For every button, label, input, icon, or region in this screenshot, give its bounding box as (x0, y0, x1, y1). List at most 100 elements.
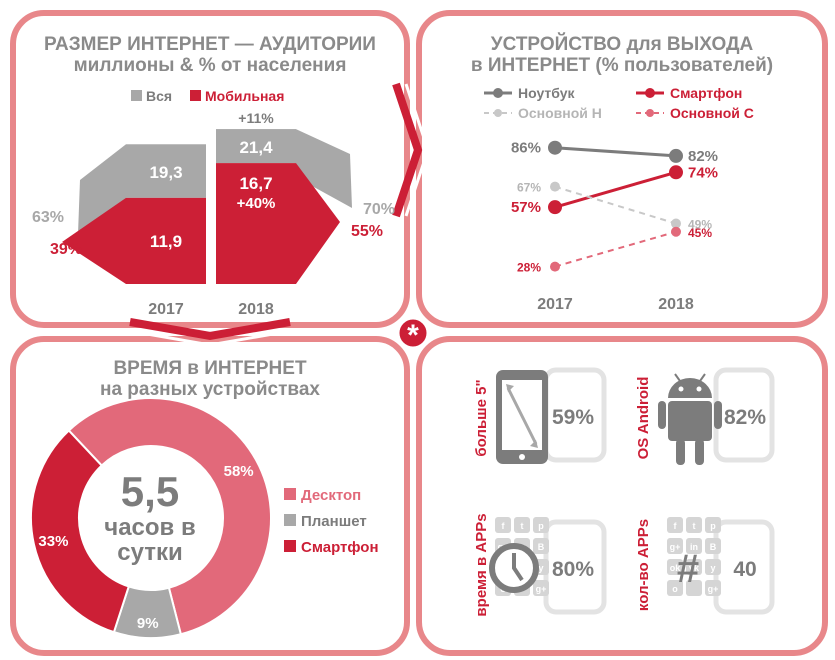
legend-swatch (284, 514, 296, 526)
donut-slice-0 (67, 397, 272, 636)
point-label: 82% (688, 148, 718, 165)
app-icon-glyph: t (693, 521, 696, 531)
bar-mobile-label: 16,7 (239, 174, 272, 193)
stat-android: OS Android 82% (635, 367, 775, 465)
funnel-left-mobile (62, 197, 126, 284)
donut-slice-label: 9% (137, 615, 159, 632)
app-icon-tile (667, 517, 683, 533)
growth-mobile-label: +40% (237, 195, 276, 212)
donut-slice-label: 58% (224, 463, 254, 480)
donut-center-line2: сутки (117, 539, 183, 566)
app-icon-tile (686, 580, 702, 596)
asterisk-icon: * (396, 316, 430, 352)
bar-all-label: 21,4 (239, 138, 273, 157)
app-icon-glyph: in (690, 542, 698, 552)
app-icon-tile (533, 538, 549, 554)
devices-title: УСТРОЙСТВО для ВЫХОДА (490, 34, 754, 55)
bar-all-label: 19,3 (149, 163, 182, 182)
legend-label: Основной С (670, 105, 754, 121)
audience-title: РАЗМЕР ИНТЕРНЕТ — АУДИТОРИИ (44, 34, 376, 55)
point-label: 28% (517, 261, 541, 275)
app-icon-tile (667, 580, 683, 596)
app-icon-tile (705, 559, 721, 575)
legend-swatch (284, 488, 296, 500)
share-2017-all: 63% (32, 209, 64, 226)
time-subtitle: на разных устройствах (99, 379, 320, 400)
hashtag-icon: # (677, 547, 699, 591)
legend-label: Смартфон (670, 85, 742, 101)
series-point (671, 218, 681, 229)
app-icon-tile (705, 580, 721, 596)
point-label: 74% (688, 164, 718, 181)
clock-icon (489, 543, 539, 593)
donut-legend: Десктоп Планшет Смартфон (284, 487, 379, 556)
time-title: ВРЕМЯ в ИНТЕРНЕТ (113, 358, 307, 379)
app-icon-tile (514, 517, 530, 533)
legend-swatch-all (131, 90, 142, 101)
bar-mobile-label: 11,9 (150, 232, 182, 251)
app-icon-tile (533, 517, 549, 533)
point-label: 57% (511, 199, 541, 216)
audience-chart: 19,3 11,9 2017 21,4 16,7 2018 +11% +40% 63% 39% 70… (32, 88, 395, 318)
share-2018-all: 70% (363, 201, 395, 218)
connector-arrow-right (392, 82, 430, 218)
devices-chart: 86% 82% Ноутбук 57% 74% Смартфон 67% 49% Основно… (484, 85, 754, 313)
point-label: 49% (688, 218, 712, 232)
funnel-right-all (296, 129, 352, 208)
legend-swatch (284, 540, 296, 552)
series-line-2 (554, 185, 677, 225)
app-icon-tile (705, 538, 721, 554)
app-icon-tile (667, 559, 683, 575)
stat-screen-size: больше 5" 59% (473, 367, 607, 464)
app-icon-tile (686, 517, 702, 533)
app-icon-glyph: t (521, 521, 524, 531)
legend-dot (645, 88, 655, 98)
series-line-3 (554, 230, 677, 268)
android-icon (658, 373, 722, 465)
app-icon-glyph: ok (670, 563, 681, 573)
devices-panel: УСТРОЙСТВО для ВЫХОДА в ИНТЕРНЕТ (% поль… (416, 10, 828, 328)
audience-subtitle: миллионы & % от населения (73, 55, 347, 76)
app-icon-glyph: B (538, 542, 545, 552)
app-icon-glyph: f (502, 521, 506, 531)
app-icon-glyph: g+ (708, 584, 719, 594)
legend-dot (493, 88, 503, 98)
share-2018-mobile: 55% (351, 223, 383, 240)
app-icon-glyph: p (538, 521, 544, 531)
app-icon-tile (686, 559, 702, 575)
legend-swatch-mobile (190, 90, 201, 101)
legend-label: Десктоп (301, 487, 361, 504)
app-icon-tile (686, 538, 702, 554)
series-point (550, 261, 560, 272)
point-label: 45% (688, 226, 712, 240)
donut-center-line1: часов в (104, 514, 195, 541)
devices-subtitle: в ИНТЕРНЕТ (% пользователей) (470, 55, 774, 76)
bar-all-2017 (126, 144, 206, 198)
x-tick-label: 2018 (658, 296, 694, 313)
app-icon-tile (533, 580, 549, 596)
x-tick-label: 2018 (238, 301, 274, 318)
point-label: 86% (511, 140, 541, 157)
share-2017-mobile: 39% (50, 241, 82, 258)
app-icon-tile (667, 538, 683, 554)
bar-mobile-2018 (216, 163, 296, 284)
growth-all-label: +11% (238, 110, 274, 126)
app-icon-glyph: y (710, 563, 715, 573)
bar-mobile-2017 (126, 197, 206, 284)
stat-value: 40 (733, 558, 756, 581)
series-line-0 (554, 146, 677, 158)
stat-caption: время в APPs (473, 513, 490, 616)
donut-slice-label: 33% (38, 533, 68, 550)
app-icon-glyph: y (538, 563, 543, 573)
funnel-right-mobile (296, 163, 340, 284)
donut-slice-2 (30, 429, 131, 634)
legend-label: Основной Н (518, 105, 602, 121)
legend-label-all: Вся (146, 88, 172, 104)
legend-label: Смартфон (301, 539, 379, 556)
app-icon-tile (705, 517, 721, 533)
app-icon-glyph: o (672, 584, 678, 594)
legend-label-mobile: Мобильная (205, 88, 284, 104)
